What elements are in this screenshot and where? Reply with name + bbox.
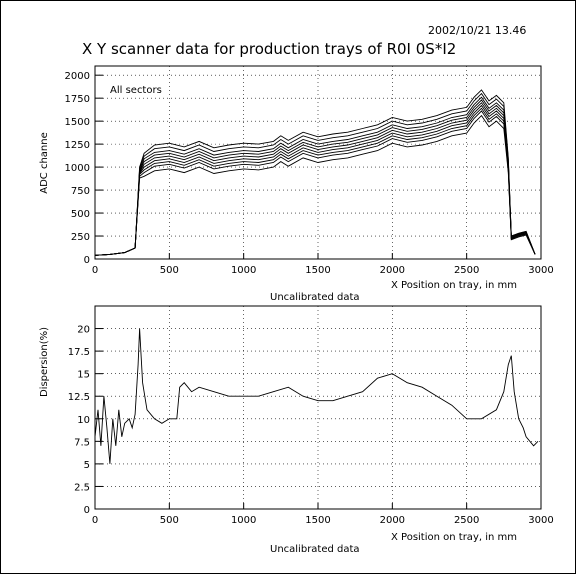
adc-x-ticks: 0 500 1000 1500 2000 2500 3000 (92, 253, 554, 276)
dispersion-y-tick-label: 20 (77, 325, 90, 336)
adc-x-tick-label: 2000 (380, 265, 405, 276)
dispersion-series-line-0 (94, 328, 539, 464)
adc-y-tick-label: 1000 (65, 163, 90, 174)
adc-caption: Uncalibrated data (270, 292, 360, 303)
figure-title: X Y scanner data for production trays of… (82, 40, 456, 58)
dispersion-y-tick-label: 0 (84, 505, 90, 516)
adc-y-tick-label: 2000 (65, 71, 90, 82)
dispersion-x-tick-label: 1000 (231, 515, 256, 526)
dispersion-x-tick-label: 500 (160, 515, 179, 526)
dispersion-x-tick-label: 3000 (528, 515, 553, 526)
adc-x-tick-label: 2500 (454, 265, 479, 276)
adc-y-tick-label: 1500 (65, 117, 90, 128)
dispersion-x-axis-label: X Position on tray, in mm (391, 532, 517, 543)
dispersion-y-tick-label: 5 (84, 460, 90, 471)
adc-y-tick-label: 1750 (65, 94, 90, 105)
dispersion-y-tick-label: 17.5 (68, 347, 90, 358)
dispersion-chart: 0 500 1000 1500 2000 2500 3000 0 2.5 5 7.5 10 12.5 1… (39, 305, 554, 555)
dispersion-caption: Uncalibrated data (270, 544, 360, 555)
adc-series-line-7 (94, 110, 536, 256)
adc-x-tick-label: 500 (160, 265, 179, 276)
adc-series-line-8 (94, 114, 536, 256)
adc-chart: 0 500 1000 1500 2000 2500 3000 0 250 500 750 1000 1… (39, 65, 554, 303)
dispersion-x-tick-label: 2000 (380, 515, 405, 526)
dispersion-y-tick-label: 12.5 (68, 392, 90, 403)
adc-x-axis-label: X Position on tray, in mm (391, 280, 517, 291)
adc-y-tick-label: 500 (71, 209, 90, 220)
dispersion-y-tick-label: 15 (77, 370, 90, 381)
adc-x-tick-label: 3000 (528, 265, 553, 276)
adc-y-axis-label: ADC channe (39, 132, 50, 194)
dispersion-x-ticks: 0 500 1000 1500 2000 2500 3000 (92, 503, 554, 526)
adc-y-tick-label: 250 (71, 232, 90, 243)
dispersion-x-tick-label: 1500 (305, 515, 330, 526)
adc-annotation: All sectors (110, 85, 162, 96)
dispersion-y-axis-label: Dispersion(%) (39, 327, 50, 397)
adc-y-tick-label: 750 (71, 186, 90, 197)
dispersion-plot-frame (94, 305, 542, 510)
adc-series-line-0 (94, 89, 536, 256)
adc-y-tick-label: 1250 (65, 140, 90, 151)
dispersion-y-ticks: 0 2.5 5 7.5 10 12.5 15 17.5 20 (68, 325, 103, 516)
adc-series-line-6 (94, 107, 536, 256)
adc-traces (94, 89, 536, 256)
adc-series-line-4 (94, 102, 536, 256)
timestamp: 2002/10/21 13.46 (428, 24, 526, 37)
adc-series-line-2 (94, 96, 536, 256)
dispersion-y-tick-label: 7.5 (74, 437, 90, 448)
adc-series-line-5 (94, 104, 536, 256)
adc-x-tick-label: 0 (92, 265, 98, 276)
dispersion-x-tick-label: 0 (92, 515, 98, 526)
adc-series-line-3 (94, 99, 536, 256)
adc-y-tick-label: 0 (84, 255, 90, 266)
adc-x-tick-label: 1500 (305, 265, 330, 276)
dispersion-traces (94, 328, 539, 464)
adc-x-tick-label: 1000 (231, 265, 256, 276)
adc-y-ticks: 0 250 500 750 1000 1250 1500 1750 2000 (65, 71, 103, 266)
dispersion-y-tick-label: 2.5 (74, 482, 90, 493)
dispersion-y-tick-label: 10 (77, 415, 90, 426)
dispersion-x-tick-label: 2500 (454, 515, 479, 526)
adc-series-line-1 (94, 92, 536, 256)
